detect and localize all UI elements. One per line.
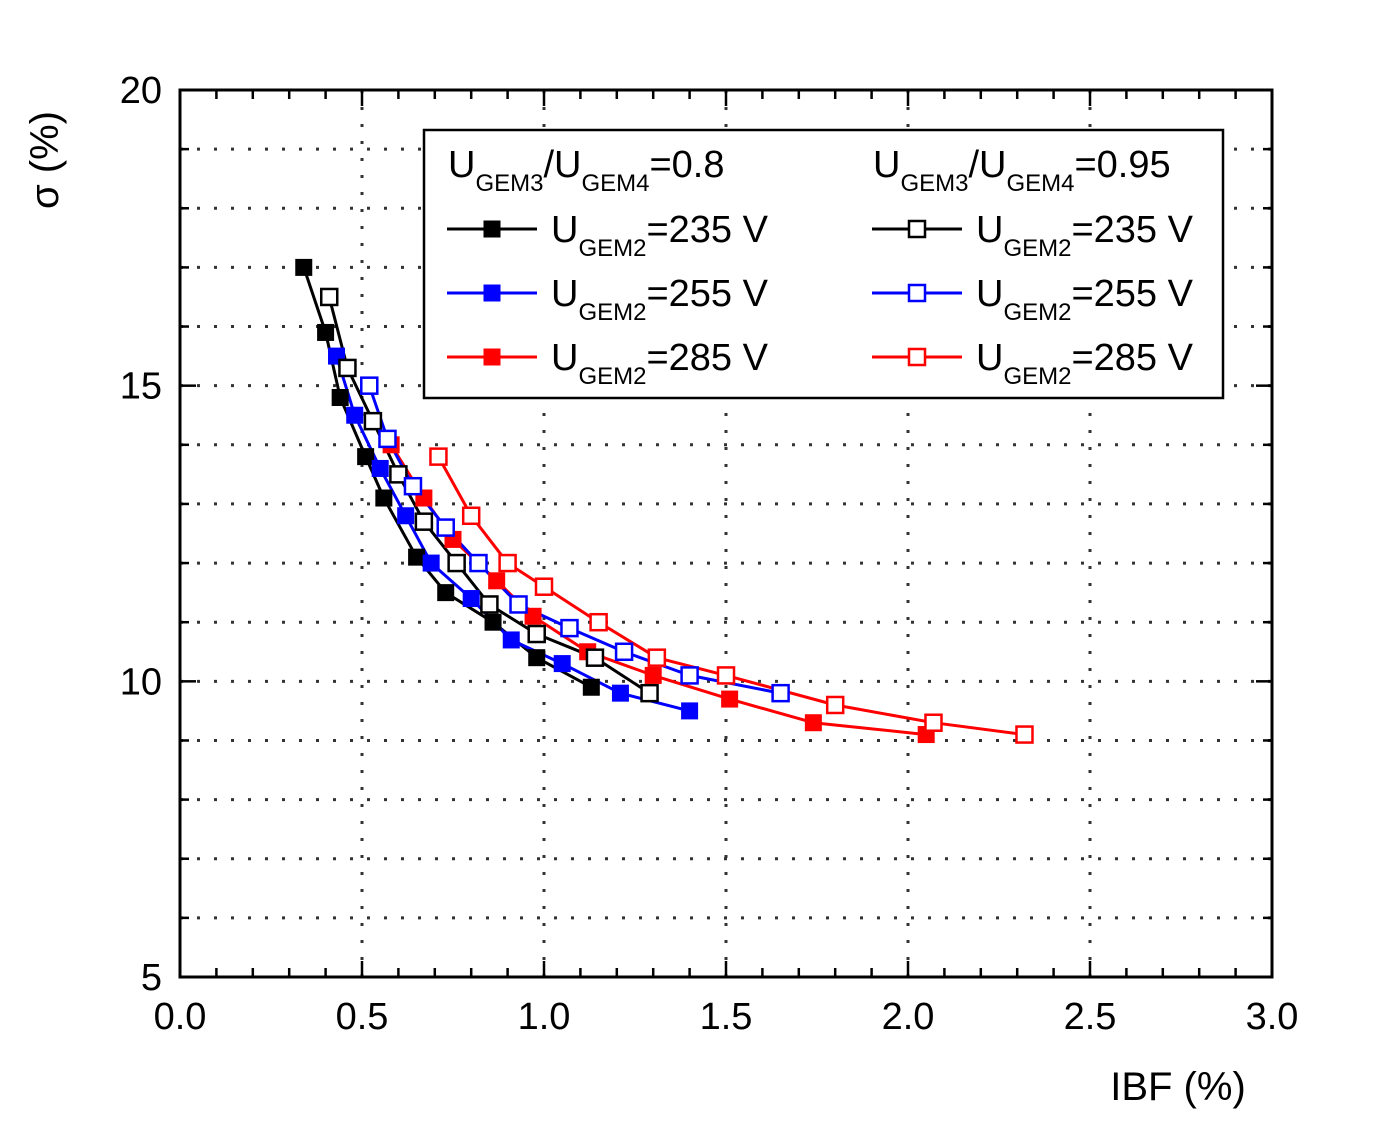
data-point xyxy=(414,512,434,531)
data-point xyxy=(528,649,546,667)
legend-label: UGEM2=235 V xyxy=(976,209,1194,262)
legend-marker xyxy=(483,348,501,366)
data-point xyxy=(422,554,440,572)
data-point xyxy=(681,702,699,720)
legend-marker xyxy=(907,219,927,239)
data-point xyxy=(371,459,389,477)
data-point xyxy=(527,624,546,644)
legend-header-1: UGEM3/UGEM4=0.8 xyxy=(448,144,725,197)
data-point xyxy=(488,572,506,590)
data-point xyxy=(498,553,517,573)
data-point xyxy=(403,476,423,496)
data-point xyxy=(804,714,822,732)
data-point xyxy=(1015,725,1034,744)
legend-label: UGEM2=255 V xyxy=(551,273,769,326)
legend-header-2: UGEM3/UGEM4=0.95 xyxy=(873,144,1171,197)
x-tick-label: 0.5 xyxy=(336,996,389,1038)
data-point xyxy=(461,506,481,526)
x-tick-label: 2.0 xyxy=(882,996,935,1038)
data-point xyxy=(363,411,383,431)
data-point xyxy=(647,648,667,667)
data-point xyxy=(360,376,379,395)
legend-label: UGEM2=285 V xyxy=(551,337,769,390)
data-point xyxy=(825,695,845,715)
data-point xyxy=(295,258,313,276)
legend-entry xyxy=(872,283,962,303)
data-point xyxy=(509,595,528,614)
legend-marker xyxy=(483,220,501,238)
data-point xyxy=(640,683,659,703)
data-point xyxy=(611,684,629,702)
data-point xyxy=(317,323,335,341)
legend-entry xyxy=(872,219,962,239)
tick-labels: 0.0 0.5 1.0 1.5 2.0 2.5 3.0 5 10 15 20 xyxy=(120,70,1299,1038)
data-point xyxy=(436,518,455,537)
data-point xyxy=(397,507,415,525)
series-markers xyxy=(295,258,1034,744)
data-point xyxy=(644,666,662,684)
data-point xyxy=(375,489,393,507)
legend-entry xyxy=(447,348,537,366)
x-tick-label: 3.0 xyxy=(1246,996,1299,1038)
legend-entry xyxy=(447,284,537,302)
data-point xyxy=(408,548,426,566)
legend-marker xyxy=(907,347,927,367)
data-point xyxy=(582,678,600,696)
data-point xyxy=(560,618,579,638)
data-point xyxy=(585,648,605,667)
legend-box xyxy=(422,128,1225,400)
x-axis-title: IBF (%) xyxy=(1110,1065,1246,1109)
data-point xyxy=(771,683,790,703)
data-point xyxy=(437,584,455,602)
data-point xyxy=(429,447,448,466)
data-point xyxy=(716,666,736,685)
data-point xyxy=(357,448,375,466)
data-point xyxy=(447,553,466,573)
x-tick-label: 1.5 xyxy=(700,996,753,1038)
data-point xyxy=(484,613,502,631)
x-tick-label: 0.0 xyxy=(154,996,207,1038)
x-tick-label: 1.0 xyxy=(518,996,571,1038)
data-point xyxy=(502,631,520,649)
data-point xyxy=(331,388,349,406)
data-point xyxy=(346,406,364,424)
x-tick-label: 2.5 xyxy=(1064,996,1117,1038)
y-tick-label: 20 xyxy=(120,70,162,112)
data-point xyxy=(469,553,488,573)
data-point xyxy=(389,465,408,484)
legend: UGEM3/UGEM4=0.8 UGEM3/UGEM4=0.95 UGEM2=235… xyxy=(422,128,1225,400)
y-axis-title: σ (%) xyxy=(23,111,67,209)
data-point xyxy=(924,713,943,732)
legend-label: UGEM2=255 V xyxy=(976,273,1194,326)
data-point xyxy=(534,577,554,596)
data-point xyxy=(462,590,480,608)
legend-label: UGEM2=285 V xyxy=(976,337,1194,390)
data-point xyxy=(480,595,499,614)
data-point xyxy=(589,612,608,632)
data-point xyxy=(524,607,542,625)
data-point xyxy=(338,358,357,378)
legend-marker xyxy=(907,283,927,303)
data-point xyxy=(378,429,397,449)
data-point xyxy=(614,642,634,662)
legend-entry xyxy=(872,347,962,367)
data-point xyxy=(553,655,571,673)
data-point xyxy=(680,666,699,685)
plot-frame xyxy=(178,88,1274,979)
y-tick-label: 5 xyxy=(141,957,162,999)
data-point xyxy=(319,287,339,307)
y-tick-label: 10 xyxy=(120,661,162,703)
series-line-6 xyxy=(437,455,1025,737)
data-point xyxy=(721,690,739,708)
legend-label: UGEM2=235 V xyxy=(551,209,769,262)
legend-marker xyxy=(483,284,501,302)
legend-entry xyxy=(447,220,537,238)
y-tick-label: 15 xyxy=(120,366,162,408)
series-line-2 xyxy=(335,355,690,713)
